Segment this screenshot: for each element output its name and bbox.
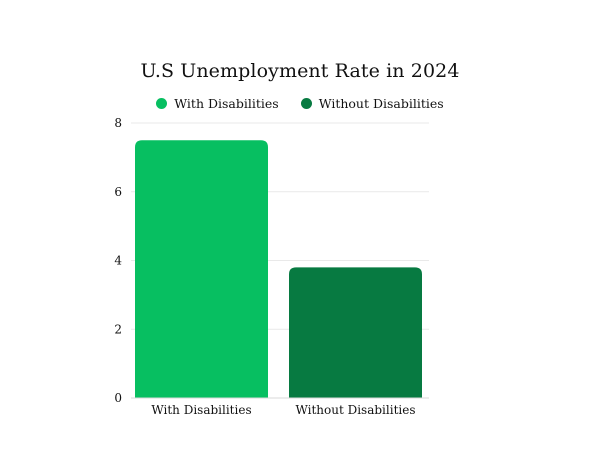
y-tick-label-6: 6 [114,185,122,199]
legend-label-without-disabilities: Without Disabilities [318,96,444,111]
legend-item-with-disabilities[interactable]: With Disabilities [156,96,279,111]
y-tick-label-2: 2 [114,322,122,336]
y-tick-label-4: 4 [114,254,122,268]
legend-item-without-disabilities[interactable]: Without Disabilities [300,96,444,111]
legend-swatch-with-disabilities [156,98,168,109]
y-tick-label-0: 0 [114,391,122,405]
x-tick-label-with-disabilities: With Disabilities [151,403,251,417]
bar-without-disabilities[interactable] [289,267,422,398]
legend-label-with-disabilities: With Disabilities [174,96,279,111]
chart-title: U.S Unemployment Rate in 2024 [140,60,460,82]
chart-legend: With Disabilities Without Disabilities [0,96,600,111]
legend-swatch-without-disabilities [300,98,312,109]
y-tick-label-8: 8 [114,116,122,130]
bar-with-disabilities[interactable] [135,140,268,398]
x-tick-label-without-disabilities: Without Disabilities [296,403,416,417]
